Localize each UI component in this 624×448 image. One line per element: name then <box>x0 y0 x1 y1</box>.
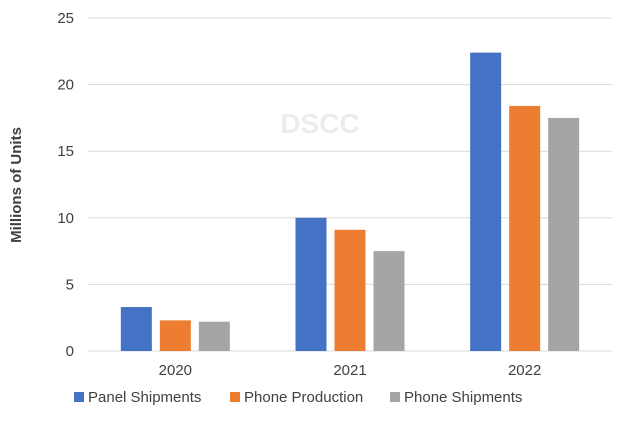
legend-label: Phone Production <box>244 389 363 406</box>
bar-panel-shipments-2021 <box>295 217 327 351</box>
x-axis-ticks: 2020 2021 2022 <box>159 362 542 379</box>
legend: Panel Shipments Phone Production Phone Shi… <box>74 389 522 406</box>
bar-phone-shipments-2020 <box>198 321 230 351</box>
x-tick-label: 2020 <box>159 362 192 379</box>
bar-phone-shipments-2022 <box>548 117 580 352</box>
bar-phone-production-2022 <box>509 105 541 351</box>
y-axis-label: Millions of Units <box>8 127 25 243</box>
y-tick-label: 0 <box>66 343 74 360</box>
legend-label: Panel Shipments <box>88 389 201 406</box>
y-tick-label: 25 <box>57 10 74 27</box>
legend-label: Phone Shipments <box>404 389 522 406</box>
watermark-text: DSCC <box>280 108 359 139</box>
x-tick-label: 2021 <box>333 362 366 379</box>
bars <box>120 52 580 352</box>
legend-swatch <box>390 392 400 402</box>
legend-swatch <box>74 392 84 402</box>
legend-swatch <box>230 392 240 402</box>
y-tick-label: 5 <box>66 276 74 293</box>
bar-phone-production-2021 <box>334 229 366 351</box>
y-axis-ticks: 0 5 10 15 20 25 <box>57 10 74 360</box>
bar-panel-shipments-2020 <box>120 307 152 351</box>
y-tick-label: 20 <box>57 77 74 94</box>
y-tick-label: 10 <box>57 210 74 227</box>
bar-panel-shipments-2022 <box>470 52 502 352</box>
bar-phone-production-2020 <box>159 320 191 351</box>
x-tick-label: 2022 <box>508 362 541 379</box>
y-tick-label: 15 <box>57 143 74 160</box>
bar-phone-shipments-2021 <box>373 251 405 351</box>
